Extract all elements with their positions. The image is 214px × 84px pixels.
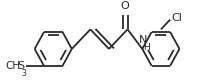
Text: 3: 3 [21, 69, 26, 78]
Text: O: O [120, 1, 129, 11]
Text: S: S [18, 61, 25, 71]
Text: Cl: Cl [171, 13, 182, 23]
Text: H: H [144, 43, 150, 52]
Text: CH: CH [6, 61, 21, 71]
Text: N: N [139, 35, 148, 45]
